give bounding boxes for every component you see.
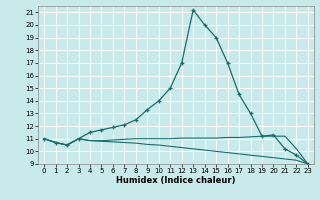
X-axis label: Humidex (Indice chaleur): Humidex (Indice chaleur) <box>116 176 236 185</box>
